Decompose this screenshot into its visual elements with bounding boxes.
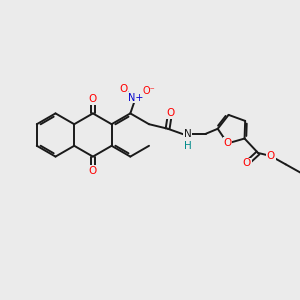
Text: O: O <box>166 108 174 118</box>
Text: O: O <box>89 166 97 176</box>
Text: H: H <box>184 141 192 151</box>
Text: N+: N+ <box>128 93 143 103</box>
Text: O: O <box>119 84 127 94</box>
Text: N: N <box>184 129 192 139</box>
Text: O⁻: O⁻ <box>143 86 156 96</box>
Text: O: O <box>242 158 251 168</box>
Text: O: O <box>266 151 275 161</box>
Text: O: O <box>224 138 232 148</box>
Text: O: O <box>89 94 97 104</box>
